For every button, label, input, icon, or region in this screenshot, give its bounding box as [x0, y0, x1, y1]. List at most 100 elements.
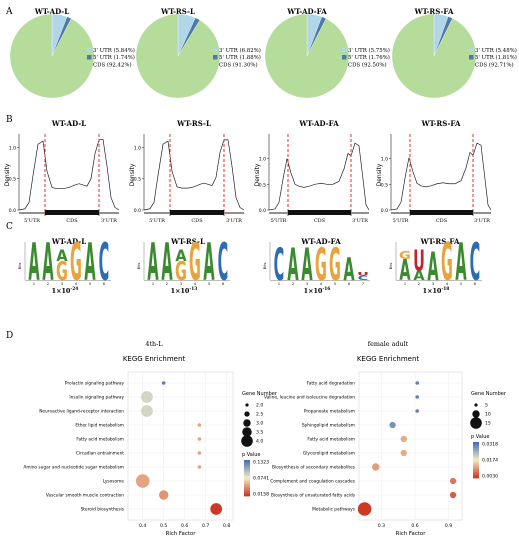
legend-color-title: p Value [471, 434, 490, 440]
kegg-bubble [197, 465, 202, 469]
legend-color-bar-segment [244, 460, 250, 462]
pie-legend-label: 3' UTR (5.48%) [475, 47, 517, 54]
kegg-x-tick-label: 0.7 [202, 523, 209, 529]
pie-slice [264, 13, 350, 99]
pie-legend-swatch [213, 47, 218, 53]
logo-pvalue-exponent: -24 [70, 287, 78, 292]
density-y-label: Density [376, 163, 383, 186]
logo-pvalue: 1×10-16 [304, 287, 331, 295]
kegg-plot-area [358, 371, 463, 521]
legend-color-bar-segment [473, 470, 479, 473]
logo-letter: G [329, 238, 341, 290]
kegg-pathway-label: Amino sugar and nucleotide sugar metabol… [23, 465, 124, 471]
kegg-heading: 4th-L [145, 340, 163, 348]
logo-letter: C [358, 274, 369, 281]
legend-color-bar-segment [473, 475, 479, 477]
legend-color-bar-segment [244, 478, 250, 480]
kegg-x-label: Rich Factor [396, 531, 427, 537]
logo-position-label: 6 [103, 282, 105, 286]
logo-position-label: 6 [474, 282, 476, 286]
density-y-tick-label: 1.0 [134, 145, 141, 151]
pie-legend-label: 5' UTR (1.74%) [93, 54, 135, 61]
region-label: 5'UTR [393, 218, 409, 224]
logo-letter: C [218, 234, 229, 294]
logo-letter: C [99, 234, 110, 294]
logo-y-label: Bits [389, 263, 393, 270]
legend-color-bar-segment [473, 443, 479, 446]
pie-legend-swatch [469, 55, 474, 60]
region-label: 3'UTR [474, 218, 490, 224]
logo-letter: C [274, 238, 285, 290]
legend-size-label: 5 [485, 403, 488, 409]
legend-color-label: 0.0318 [482, 442, 498, 448]
region-label: 3'UTR [352, 218, 368, 224]
legend-size-dot [474, 403, 478, 407]
pie-slice [135, 13, 221, 99]
kegg-x-tick-label: 0.9 [445, 523, 452, 529]
kegg-bubble [389, 421, 396, 429]
pie-legend-label: 5' UTR (1.88%) [219, 54, 261, 61]
kegg-heading: female adult [368, 340, 409, 348]
pie-legend-label: 5' UTR (1.81%) [475, 54, 517, 61]
density-y-tick-label: 0.5 [134, 177, 141, 183]
legend-color-bar-segment [473, 457, 479, 459]
kegg-bubble [135, 474, 150, 488]
kegg-pathway-label: Lysosome [103, 479, 124, 485]
legend-color-bar-segment [244, 490, 250, 492]
pie-title: WT-RS-L [160, 7, 195, 16]
region-label: 3'UTR [226, 218, 242, 224]
logo-position-label: 3 [306, 282, 308, 286]
legend-color-bar-segment [244, 476, 250, 479]
legend-color-bar-segment [473, 449, 479, 452]
kegg-pathway-label: Vascular smooth muscle contraction [46, 493, 124, 499]
logo-letter: A [427, 244, 438, 289]
legend-color-bar-segment [473, 472, 479, 474]
legend-color-bar-segment [244, 487, 250, 489]
pie-legend-swatch [469, 47, 474, 53]
legend-color-bar-segment [244, 470, 250, 473]
logo-pvalue: 1×10-24 [52, 287, 79, 295]
legend-color-bar-segment [244, 475, 250, 477]
legend-color-bar-segment [244, 467, 250, 470]
kegg-pathway-label: Fatty acid metabolism [76, 437, 124, 443]
pie-legend-swatch [342, 55, 347, 60]
logo-y-label: Bits [18, 263, 22, 270]
legend-color-bar-segment [473, 458, 479, 461]
kegg-pathway-label: Circadian entrainment [76, 451, 124, 457]
logo-title: WT-RS-L [170, 237, 205, 246]
kegg-bubble [197, 451, 202, 455]
logo-letter: A [301, 238, 312, 290]
kegg-title: KEGG Enrichment [123, 355, 186, 363]
logo-letter: A [399, 255, 411, 288]
kegg-pathway-label: Fatty acid metabolism [307, 437, 355, 443]
legend-color-bar-segment [244, 481, 250, 483]
legend-color-bar-segment [473, 469, 479, 471]
panel-label-b: B [6, 115, 13, 125]
kegg-bubble [357, 502, 372, 516]
panel-label-d: D [6, 331, 13, 341]
density-y-tick-label: 0.0 [134, 208, 141, 214]
legend-color-bar-segment [244, 493, 250, 495]
legend-size-dot [245, 403, 249, 407]
logo-position-label: 1 [404, 282, 406, 286]
density-curve [268, 142, 370, 211]
pie-legend-label: CDS (91.30%) [219, 61, 258, 68]
legend-size-title: Gene Number [242, 391, 278, 397]
legend-size-label: 2.5 [256, 412, 263, 418]
density-title: WT-RS-L [176, 119, 211, 128]
legend-color-bar-segment [473, 460, 479, 462]
legend-size-dot [470, 417, 482, 429]
kegg-title: KEGG Enrichment [357, 355, 420, 363]
logo-position-label: 3 [180, 282, 182, 286]
kegg-pathway-label: Valine, leucine and isoleucine degradati… [264, 395, 355, 401]
logo-position-label: 4 [75, 282, 77, 286]
pie-legend-swatch [469, 62, 474, 67]
legend-size-label: 15 [485, 421, 491, 427]
density-y-tick-label: 1.0 [381, 157, 388, 163]
legend-size-label: 4.0 [256, 439, 263, 445]
logo-letter: G [315, 238, 327, 290]
kegg-bubble [197, 423, 202, 427]
panel-label-c: C [6, 222, 13, 232]
kegg-bubble [400, 449, 407, 457]
